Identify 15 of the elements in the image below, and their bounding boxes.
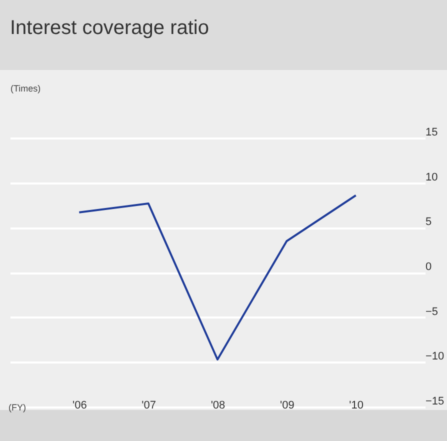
y-tick-label: 10 [426, 171, 438, 184]
y-tick-label: 0 [426, 261, 432, 273]
y-tick-label: 5 [426, 216, 432, 228]
y-tick-label: −15 [426, 396, 444, 408]
x-tick-label: '10 [349, 400, 364, 412]
y-tick-label: −5 [426, 306, 438, 318]
chart-title: Interest coverage ratio [10, 17, 209, 39]
y-tick-label: −10 [426, 350, 444, 363]
x-tick-label: '09 [280, 400, 294, 412]
y-tick-label: 15 [426, 126, 438, 138]
x-axis-title: (FY) [8, 402, 26, 412]
y-axis-title: (Times) [10, 84, 41, 94]
x-tick-label: '06 [72, 400, 87, 412]
x-tick-label: '07 [142, 400, 156, 412]
x-tick-label: '08 [210, 400, 226, 412]
